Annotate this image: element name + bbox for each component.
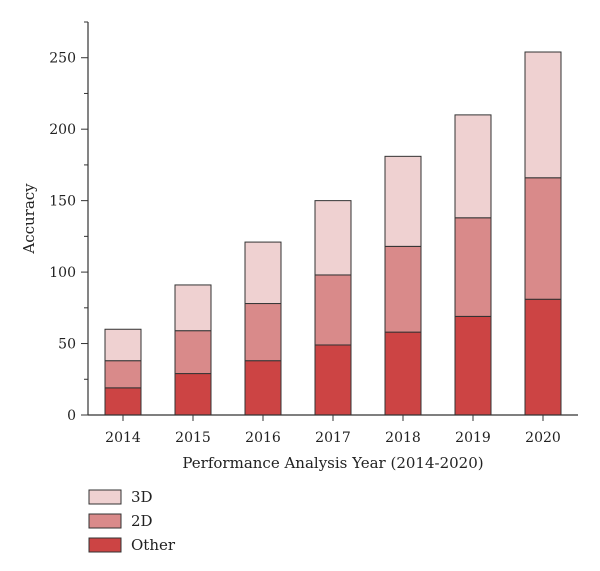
x-tick-label: 2020 [525,430,561,446]
bar-segment-2d [524,177,562,300]
legend-label-3d: 3D [131,488,153,506]
y-ticks-group: 0 50 100 150 200 250 [49,21,88,424]
bar-segment-3d [384,155,422,247]
x-tick-label: 2018 [385,430,421,446]
bar-segment-3d [174,284,212,332]
x-ticks-group: 2014 2015 2016 2017 2018 2019 2020 [105,415,561,446]
x-tick-label: 2017 [315,430,351,446]
legend-label-other: Other [131,536,176,554]
bar-segment-3d [314,200,352,276]
legend-swatch-2d [88,513,122,529]
bar-segment-2d [314,274,352,346]
bar-segment-2d [174,330,212,375]
x-axis-title: Performance Analysis Year (2014-2020) [182,454,483,472]
x-tick-label: 2019 [455,430,491,446]
bar-segment-3d [524,51,562,179]
bar-segment-other [384,331,422,416]
legend: 3D 2D Other [88,488,176,554]
y-tick-label: 250 [49,51,76,67]
x-tick-label: 2014 [105,430,141,446]
y-tick-label: 100 [49,265,76,281]
legend-swatch-3d [88,489,122,505]
legend-swatch-other [88,537,122,553]
bar-segment-3d [454,114,492,219]
bar-segment-2d [384,245,422,333]
y-tick-label: 200 [49,122,76,138]
y-axis-title: Accuracy [20,183,38,255]
y-tick-label: 0 [67,408,76,424]
y-tick-label: 150 [49,194,76,210]
bar-segment-3d [244,241,282,305]
bar-segment-other [314,344,352,416]
bar-segment-2d [244,303,282,362]
bar-segment-2d [104,360,142,389]
bar-segment-other [104,387,142,416]
legend-label-2d: 2D [131,512,153,530]
bar-segment-2d [454,217,492,317]
bar-segment-other [244,360,282,416]
y-tick-label: 50 [58,337,76,353]
bar-segment-other [454,315,492,416]
bar-segment-other [524,298,562,416]
bar-segment-other [174,373,212,416]
x-tick-label: 2015 [175,430,211,446]
bar-segment-3d [104,328,142,362]
x-tick-label: 2016 [245,430,281,446]
bars-group [104,51,562,416]
